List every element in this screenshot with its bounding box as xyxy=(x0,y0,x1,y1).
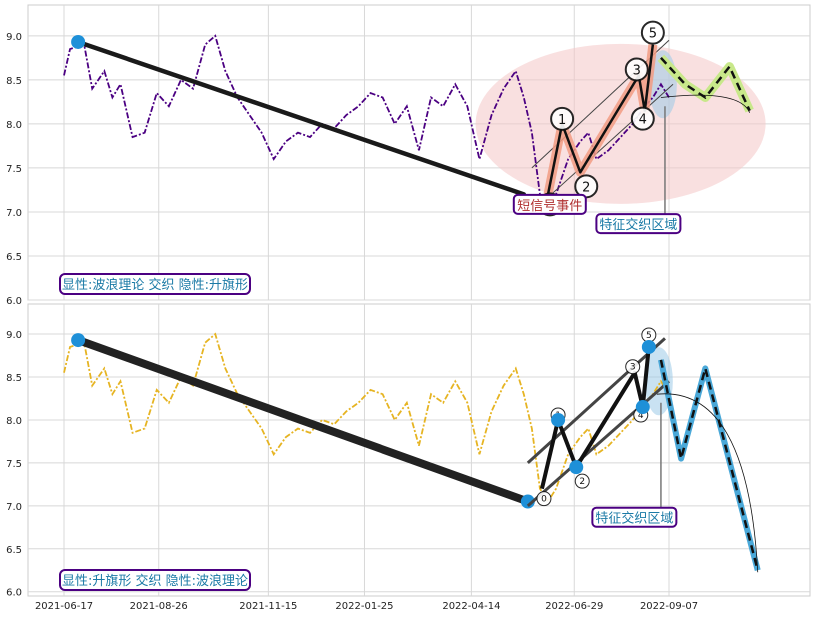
wave-point-marker xyxy=(569,460,584,475)
wave-label: 4 xyxy=(639,113,647,128)
projection-line xyxy=(659,359,759,571)
top-panel: 6.06.57.07.58.08.59.0012345特征交织区域短信号事件显性… xyxy=(6,4,811,307)
y-tick-label: 7.0 xyxy=(6,502,22,513)
wave-label-circle xyxy=(624,57,649,82)
wave-label-circle xyxy=(536,491,552,507)
projection-arc xyxy=(656,393,759,573)
trend-end-point xyxy=(520,494,535,509)
wave-label-circle xyxy=(625,359,641,375)
plot-frame xyxy=(27,303,811,597)
y-tick-label: 6.0 xyxy=(6,588,22,599)
y-tick-label: 7.5 xyxy=(6,459,22,470)
x-tick-label: 2022-09-07 xyxy=(640,601,698,612)
y-tick-label: 6.5 xyxy=(6,252,22,263)
price-series-line xyxy=(63,332,670,504)
y-tick-label: 7.0 xyxy=(6,208,22,219)
y-tick-label: 9.0 xyxy=(6,330,22,341)
wave-label: 3 xyxy=(630,363,636,373)
wave-label: 4 xyxy=(638,411,644,421)
wave-point-marker xyxy=(635,400,650,415)
zone-label-text: 特征交织区域 xyxy=(595,511,673,527)
y-tick-label: 7.5 xyxy=(6,164,22,175)
wave-label: 0 xyxy=(541,495,547,505)
wave-label: 2 xyxy=(579,477,585,487)
wave-label: 1 xyxy=(558,113,566,128)
wave-label: 5 xyxy=(649,27,657,42)
zone-label-box xyxy=(591,506,678,528)
wave-label: 3 xyxy=(633,63,641,78)
trend-start-point xyxy=(71,34,86,49)
event-label-text: 短信号事件 xyxy=(517,199,582,214)
y-tick-label: 8.5 xyxy=(6,76,22,87)
trend-line xyxy=(75,39,527,197)
legend-frame xyxy=(59,569,251,591)
zone-label-text: 特征交织区域 xyxy=(599,217,677,233)
price-series-line xyxy=(63,34,670,210)
y-tick-label: 9.0 xyxy=(6,32,22,43)
legend-text: 显性:波浪理论 交织 隐性:升旗形 xyxy=(62,277,248,293)
x-tick-label: 2021-06-17 xyxy=(35,601,93,612)
wave-path xyxy=(540,346,651,490)
wave-label: 2 xyxy=(582,180,590,195)
event-label: 短信号事件 xyxy=(512,193,587,215)
event-label-box xyxy=(512,193,587,215)
legend-box: 显性:波浪理论 交织 隐性:升旗形 xyxy=(59,273,251,295)
x-axis: 2021-06-17 2021-08-26 2021-11-15 2022-01-25… xyxy=(35,601,698,612)
x-tick-label: 2022-01-25 xyxy=(335,601,393,612)
wave-path xyxy=(546,44,655,195)
feature-zone-ellipse xyxy=(475,43,766,204)
legend-box: 显性:升旗形 交织 隐性:波浪理论 xyxy=(59,569,251,591)
x-tick-label: 2022-04-14 xyxy=(442,601,500,612)
bottom-panel: 6.06.57.07.58.08.59.0012345特征交织区域显性:升旗形 … xyxy=(6,303,811,599)
wave-label-circle xyxy=(574,473,590,489)
channel-upper xyxy=(526,337,666,464)
zone-label-box xyxy=(595,213,682,235)
wave-label-circle xyxy=(630,106,655,131)
legend-frame xyxy=(59,273,251,295)
y-tick-label: 6.5 xyxy=(6,545,22,556)
projection-arc xyxy=(660,94,751,113)
trend-line xyxy=(74,336,532,506)
wave-label-circle xyxy=(640,20,665,45)
x-tick-label: 2021-11-15 xyxy=(239,601,297,612)
feature-zone-label: 特征交织区域 xyxy=(595,213,682,235)
feature-zone-label: 特征交织区域 xyxy=(591,506,678,528)
x-tick-label: 2021-08-26 xyxy=(130,601,188,612)
y-tick-label: 6.0 xyxy=(6,296,22,307)
legend-text: 显性:升旗形 交织 隐性:波浪理论 xyxy=(62,573,248,589)
trend-start-point xyxy=(71,333,86,348)
wave-label-circle xyxy=(550,106,575,131)
y-tick-label: 8.0 xyxy=(6,120,22,131)
y-tick-label: 8.0 xyxy=(6,416,22,427)
x-tick-label: 2022-06-29 xyxy=(545,601,603,612)
projection-line xyxy=(660,56,751,112)
wave-label: 5 xyxy=(646,331,652,341)
wave-point-marker xyxy=(641,339,656,354)
y-tick-label: 8.5 xyxy=(6,373,22,384)
wave-point-marker xyxy=(551,412,566,427)
